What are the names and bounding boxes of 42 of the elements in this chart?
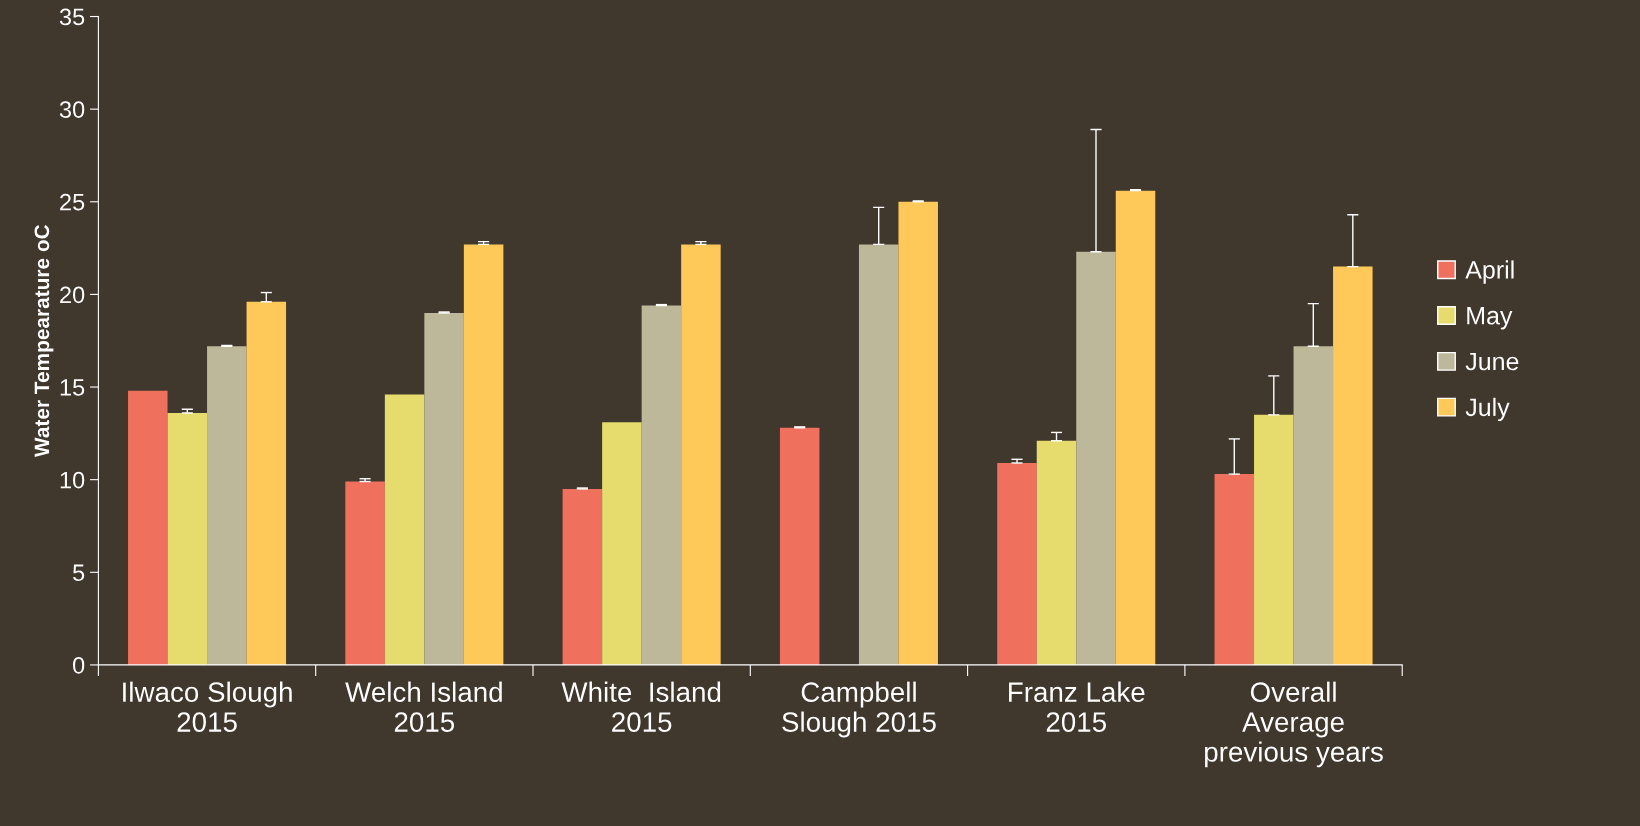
legend-label: July xyxy=(1465,397,1510,422)
x-tick-label: Overall Average previous years xyxy=(1205,681,1383,768)
bar xyxy=(681,244,721,665)
bar xyxy=(345,481,385,665)
y-tick-label: 15 xyxy=(60,379,85,396)
bar xyxy=(562,488,603,665)
bar xyxy=(424,312,464,665)
y-tick-label: 25 xyxy=(60,193,85,211)
x-tick-label: Campbell Slough 2015 xyxy=(782,681,936,738)
bar xyxy=(1036,440,1077,665)
bar xyxy=(1076,251,1116,665)
x-tick-label: Franz Lake 2015 xyxy=(1009,681,1145,732)
bar xyxy=(128,390,168,665)
y-tick-label: 5 xyxy=(73,564,85,582)
y-tick-label: 30 xyxy=(59,101,85,118)
x-tick-label: Ilwaco Slough 2015 xyxy=(123,681,292,732)
bar xyxy=(1214,474,1255,665)
y-tick-label: 0 xyxy=(73,657,85,674)
y-tick-label: 20 xyxy=(60,286,85,304)
bar xyxy=(602,422,642,665)
bar xyxy=(167,412,208,665)
bar xyxy=(779,427,820,665)
y-tick-label: 10 xyxy=(60,471,85,489)
bar xyxy=(1254,414,1294,665)
bar xyxy=(246,301,287,665)
bar xyxy=(1293,346,1334,665)
y-tick-label: 35 xyxy=(59,8,85,26)
bar xyxy=(1115,190,1156,665)
legend-label: April xyxy=(1465,260,1514,284)
bar xyxy=(858,244,899,665)
bar xyxy=(1333,266,1373,665)
bar xyxy=(384,394,425,665)
y-axis-title: Water Tempearature oC xyxy=(34,224,54,458)
x-tick-label: White Island 2015 xyxy=(561,681,721,732)
legend-label: June xyxy=(1465,352,1519,371)
bar xyxy=(997,463,1037,665)
bar xyxy=(463,244,504,665)
bar xyxy=(641,305,682,665)
bar xyxy=(207,346,247,665)
x-tick-label: Welch Island 2015 xyxy=(345,681,502,732)
legend-label: May xyxy=(1467,307,1513,330)
bar xyxy=(898,201,938,665)
